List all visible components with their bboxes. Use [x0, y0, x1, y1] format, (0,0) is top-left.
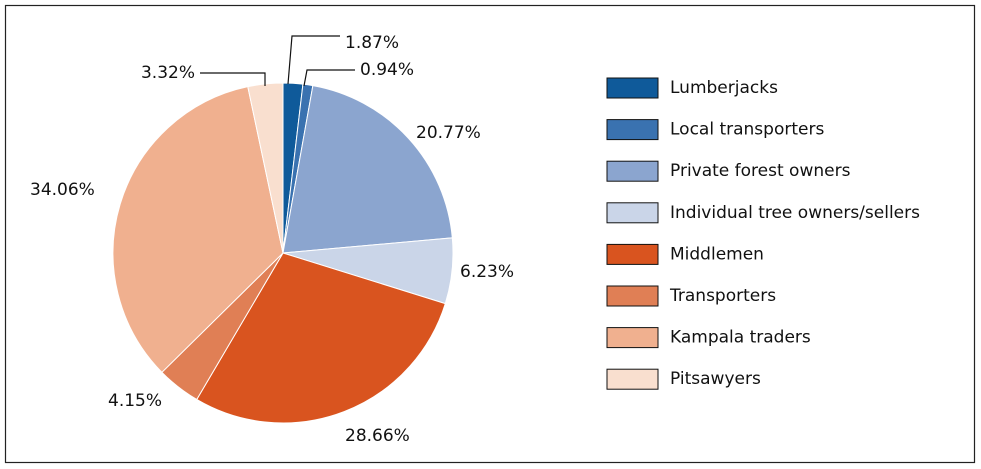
legend-swatch	[606, 160, 659, 182]
legend-swatch	[606, 243, 659, 265]
legend-swatch	[606, 119, 659, 141]
legend-label: Middlemen	[670, 244, 764, 264]
pie-slice	[282, 85, 453, 254]
data-label: 1.87%	[345, 33, 399, 53]
leader-line	[287, 35, 340, 85]
legend-label: Lumberjacks	[670, 78, 778, 98]
data-label: 28.66%	[345, 426, 410, 446]
leader-line	[200, 72, 266, 86]
data-label: 34.06%	[30, 180, 95, 200]
data-label: 20.77%	[416, 123, 481, 143]
pie-slice	[196, 252, 446, 424]
legend-label: Private forest owners	[670, 161, 851, 181]
legend-swatch	[606, 327, 659, 349]
data-label: 6.23%	[460, 262, 514, 282]
data-label: 3.32%	[141, 63, 195, 83]
legend-swatch	[606, 285, 659, 307]
legend-swatch	[606, 202, 659, 224]
legend-label: Local transporters	[670, 120, 824, 140]
legend-label: Individual tree owners/sellers	[670, 203, 920, 223]
legend-swatch	[606, 368, 659, 390]
legend-label: Pitsawyers	[670, 369, 761, 389]
data-label: 4.15%	[108, 391, 162, 411]
legend-swatch	[606, 77, 659, 99]
data-label: 0.94%	[360, 60, 414, 80]
pie-slice	[112, 86, 284, 374]
legend-label: Kampala traders	[670, 328, 811, 348]
leader-line	[303, 69, 355, 87]
legend-label: Transporters	[669, 286, 776, 306]
